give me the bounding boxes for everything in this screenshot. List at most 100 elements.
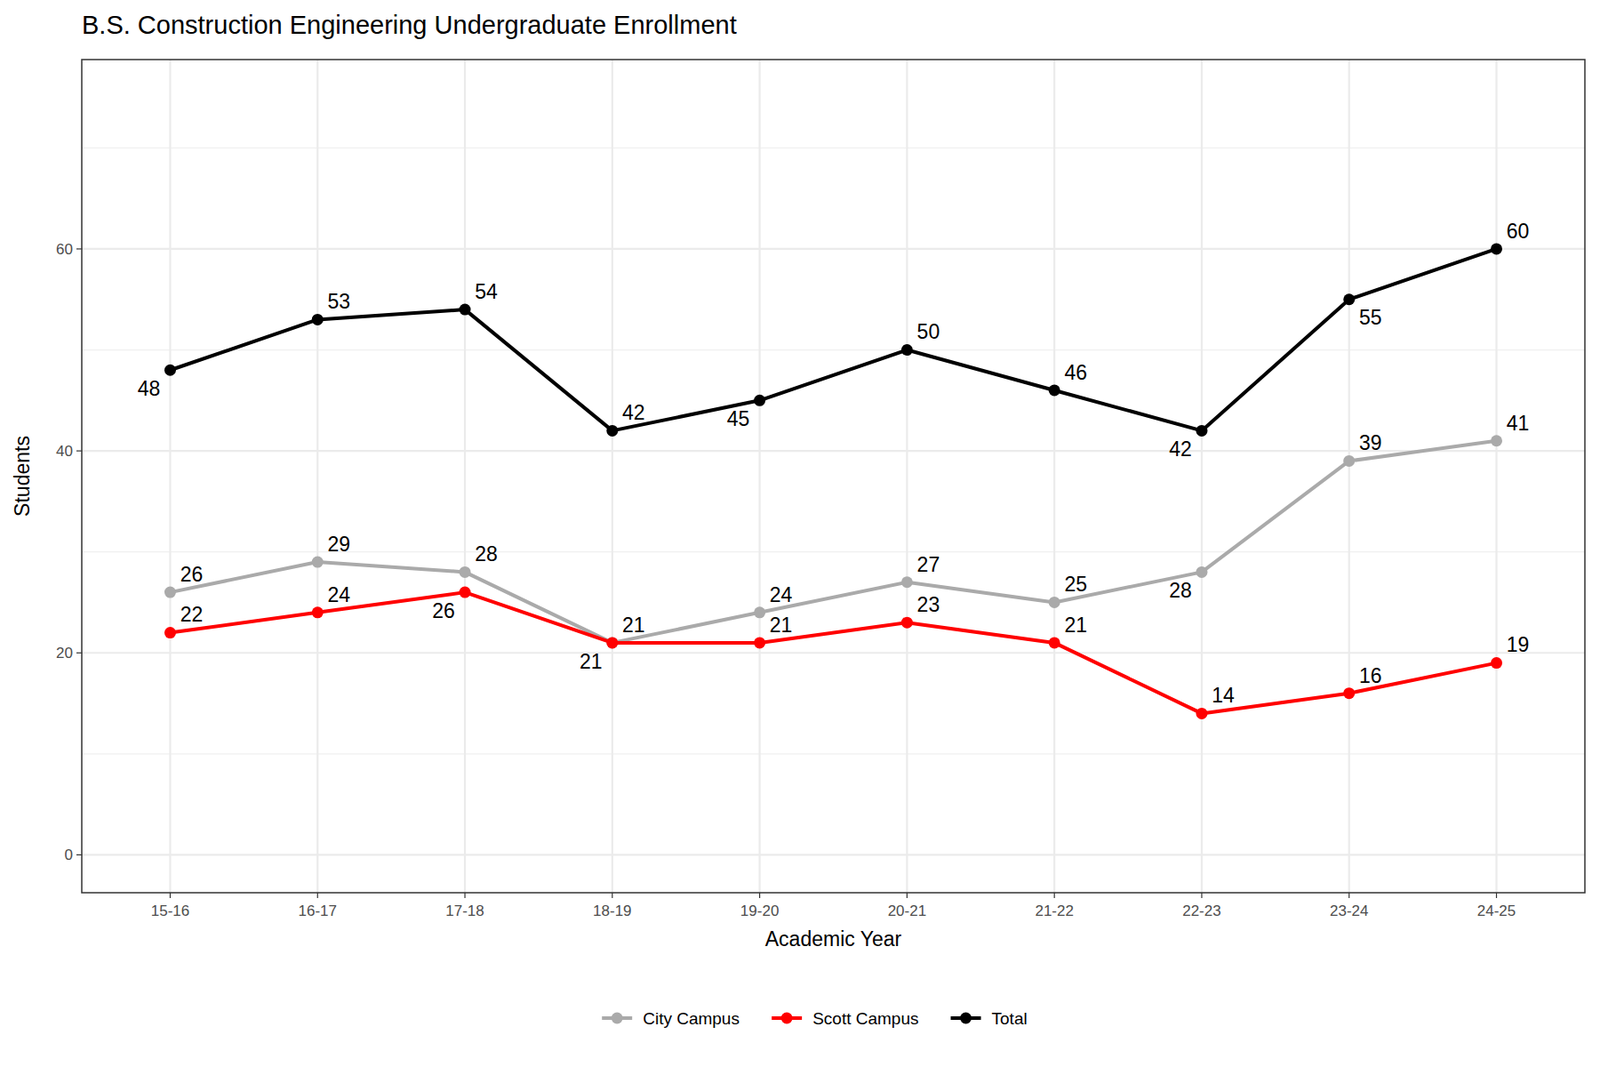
legend-label: City Campus xyxy=(642,1008,740,1028)
data-label: 21 xyxy=(622,613,646,637)
point xyxy=(606,636,618,648)
series-line xyxy=(169,440,1496,643)
grid-line xyxy=(81,248,1585,250)
point xyxy=(312,606,324,618)
data-label: 29 xyxy=(327,532,351,556)
point xyxy=(1490,434,1503,447)
legend-key-marker xyxy=(781,1012,793,1024)
data-label: 45 xyxy=(727,407,751,431)
point xyxy=(1343,455,1355,467)
data-label: 55 xyxy=(1359,305,1383,329)
point xyxy=(312,313,324,326)
background xyxy=(0,0,1600,1067)
x-tick-label: 17-18 xyxy=(445,902,484,920)
x-tick xyxy=(1348,892,1350,898)
data-label: 26 xyxy=(180,562,204,586)
point xyxy=(1195,424,1208,437)
legend-key-marker xyxy=(611,1012,624,1024)
point xyxy=(459,304,472,316)
data-label: 25 xyxy=(1064,572,1088,596)
data-label: 50 xyxy=(917,320,941,344)
axes: 020406015-1616-1717-1818-1919-2020-2121-… xyxy=(10,240,1516,951)
x-tick xyxy=(169,892,171,898)
data-label: 28 xyxy=(474,542,498,566)
data-label: 54 xyxy=(474,280,498,304)
y-tick-label: 20 xyxy=(56,644,73,662)
title: B.S. Construction Engineering Undergradu… xyxy=(81,10,737,40)
chart: B.S. Construction Engineering Undergradu… xyxy=(0,0,1600,1067)
x-tick-label: 21-22 xyxy=(1034,902,1073,920)
point xyxy=(1048,384,1061,396)
x-tick-label: 16-17 xyxy=(298,902,337,920)
x-tick xyxy=(759,892,760,898)
plot-area xyxy=(164,242,1503,719)
grid-line xyxy=(81,853,1585,856)
point xyxy=(1048,596,1061,608)
point xyxy=(1343,293,1355,305)
x-tick-label: 22-23 xyxy=(1182,902,1221,920)
grid-line xyxy=(1495,59,1497,893)
grid-line xyxy=(464,59,466,893)
y-tick-label: 60 xyxy=(56,240,73,258)
x-tick-label: 18-19 xyxy=(592,902,632,920)
data-label: 16 xyxy=(1359,664,1383,688)
x-tick-label: 24-25 xyxy=(1477,902,1516,920)
x-tick-label: 23-24 xyxy=(1329,902,1368,920)
data-label: 24 xyxy=(327,583,351,607)
point xyxy=(459,586,472,599)
y-tick xyxy=(76,652,82,654)
legend-label: Total xyxy=(992,1008,1028,1028)
x-tick-label: 20-21 xyxy=(888,902,927,920)
y-tick xyxy=(76,248,82,249)
data-label: 27 xyxy=(917,552,941,576)
grid xyxy=(81,59,1585,893)
grid-line xyxy=(1053,59,1056,893)
data-label: 42 xyxy=(1168,437,1192,461)
data-label: 19 xyxy=(1506,632,1530,656)
legend: City CampusScott CampusTotal xyxy=(601,1008,1027,1028)
point xyxy=(459,566,472,578)
point xyxy=(164,586,176,599)
data-label: 60 xyxy=(1506,219,1530,243)
data-label: 42 xyxy=(622,400,646,424)
data-label: 21 xyxy=(579,649,603,673)
data-label: 23 xyxy=(917,592,941,616)
y-tick xyxy=(76,854,82,856)
grid-line xyxy=(905,59,908,893)
data-label: 28 xyxy=(1168,578,1192,602)
point xyxy=(164,364,176,376)
data-label: 39 xyxy=(1359,431,1383,455)
x-tick xyxy=(1054,892,1056,898)
data-label: 41 xyxy=(1506,411,1530,435)
y-tick-label: 40 xyxy=(56,442,73,460)
data-label: 21 xyxy=(1064,613,1088,637)
point xyxy=(753,394,766,407)
x-tick xyxy=(906,892,908,898)
point xyxy=(1195,566,1208,578)
x-tick xyxy=(1200,892,1202,898)
point xyxy=(1343,687,1355,699)
data-label: 53 xyxy=(327,289,351,313)
x-tick-label: 19-20 xyxy=(740,902,779,920)
point xyxy=(753,636,766,648)
point xyxy=(1048,636,1061,648)
point xyxy=(753,606,766,618)
minor-grid-line xyxy=(81,147,1585,149)
y-tick xyxy=(76,450,82,452)
data-labels: 4853544245504642556022242621212321141619… xyxy=(137,219,1530,707)
data-label: 14 xyxy=(1211,683,1235,707)
x-tick xyxy=(317,892,319,898)
minor-grid-line xyxy=(81,752,1585,754)
plot-frame xyxy=(81,59,1585,893)
grid-line xyxy=(1200,59,1203,893)
series-line xyxy=(169,592,1496,713)
x-tick xyxy=(1496,892,1497,898)
x-axis-label: Academic Year xyxy=(765,927,903,951)
data-label: 24 xyxy=(769,583,793,607)
minor-grid-line xyxy=(81,349,1585,351)
y-axis-label: Students xyxy=(10,435,34,517)
series-line xyxy=(169,248,1496,431)
legend-key-marker xyxy=(960,1012,972,1024)
x-tick xyxy=(464,892,465,898)
point xyxy=(901,344,913,356)
